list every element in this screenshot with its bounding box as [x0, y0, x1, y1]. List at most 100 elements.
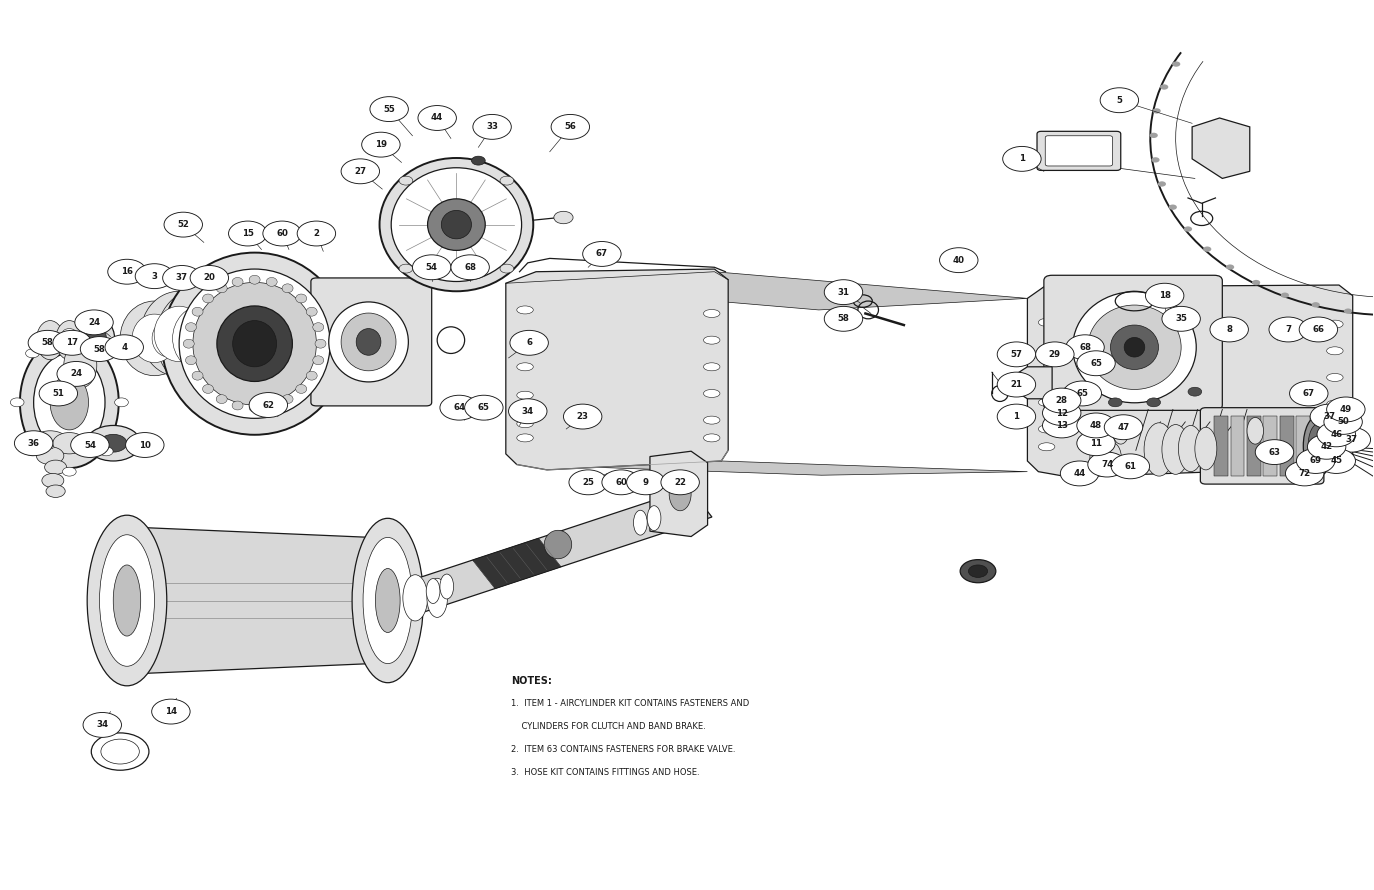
Circle shape	[1043, 413, 1081, 438]
Ellipse shape	[36, 320, 63, 360]
Polygon shape	[401, 489, 712, 612]
Circle shape	[1210, 317, 1249, 342]
Polygon shape	[517, 461, 1028, 475]
Bar	[1215, 416, 1228, 476]
Text: 66: 66	[1312, 325, 1325, 334]
Ellipse shape	[217, 306, 293, 382]
Bar	[1297, 416, 1311, 476]
Text: 19: 19	[375, 140, 387, 150]
Circle shape	[1061, 461, 1099, 486]
Ellipse shape	[19, 336, 118, 468]
Ellipse shape	[232, 320, 276, 367]
Ellipse shape	[1308, 424, 1329, 468]
Circle shape	[41, 473, 63, 488]
Circle shape	[82, 713, 121, 737]
Ellipse shape	[440, 574, 453, 599]
Ellipse shape	[1039, 425, 1055, 433]
Ellipse shape	[703, 363, 720, 371]
Circle shape	[1226, 264, 1234, 270]
Circle shape	[27, 330, 66, 355]
Text: 4: 4	[121, 343, 128, 352]
FancyBboxPatch shape	[1044, 275, 1223, 410]
Ellipse shape	[313, 356, 324, 365]
Text: 34: 34	[522, 407, 534, 416]
Ellipse shape	[427, 578, 448, 618]
Circle shape	[1109, 398, 1123, 407]
Ellipse shape	[1145, 423, 1175, 476]
Circle shape	[1325, 409, 1363, 434]
Ellipse shape	[669, 477, 691, 511]
Circle shape	[1066, 335, 1105, 360]
Ellipse shape	[703, 390, 720, 398]
Circle shape	[1270, 317, 1308, 342]
Ellipse shape	[703, 336, 720, 344]
Text: 58: 58	[838, 314, 849, 323]
Circle shape	[563, 404, 602, 429]
Text: 62: 62	[262, 400, 275, 409]
Text: 45: 45	[1330, 457, 1342, 465]
Ellipse shape	[202, 294, 213, 303]
Bar	[1264, 416, 1278, 476]
Ellipse shape	[306, 371, 317, 380]
Circle shape	[62, 328, 76, 337]
Text: 40: 40	[952, 255, 965, 264]
Circle shape	[190, 265, 228, 290]
Circle shape	[1077, 413, 1116, 438]
Ellipse shape	[392, 167, 522, 281]
Text: 61: 61	[1124, 462, 1136, 471]
Circle shape	[464, 395, 503, 420]
Ellipse shape	[1039, 345, 1055, 353]
Circle shape	[412, 255, 451, 279]
Ellipse shape	[1110, 325, 1158, 369]
Circle shape	[1256, 440, 1294, 465]
Circle shape	[1333, 427, 1370, 452]
Ellipse shape	[969, 565, 988, 578]
Text: 64: 64	[453, 403, 466, 412]
Ellipse shape	[363, 538, 412, 664]
Text: 68: 68	[1079, 343, 1091, 352]
Circle shape	[135, 263, 173, 288]
Polygon shape	[1193, 118, 1250, 178]
Circle shape	[1344, 309, 1352, 314]
Polygon shape	[506, 271, 1028, 310]
Circle shape	[14, 431, 52, 456]
Circle shape	[99, 447, 113, 456]
Text: 35: 35	[1175, 314, 1187, 323]
Ellipse shape	[162, 253, 348, 435]
Circle shape	[151, 700, 190, 724]
Ellipse shape	[703, 310, 720, 318]
Ellipse shape	[544, 530, 572, 559]
Ellipse shape	[352, 518, 423, 683]
Circle shape	[52, 433, 85, 454]
Text: 12: 12	[1055, 409, 1068, 417]
Text: 65: 65	[1090, 359, 1102, 368]
Circle shape	[99, 434, 126, 452]
Ellipse shape	[427, 198, 485, 250]
Text: 23: 23	[577, 412, 588, 421]
Text: 29: 29	[1048, 350, 1061, 359]
Ellipse shape	[1124, 337, 1145, 357]
Text: 10: 10	[139, 441, 151, 449]
Text: 20: 20	[203, 273, 216, 282]
Text: 21: 21	[1010, 380, 1022, 389]
Text: 63: 63	[1268, 448, 1281, 457]
Circle shape	[1318, 422, 1356, 447]
Circle shape	[1318, 449, 1356, 473]
Circle shape	[1146, 283, 1184, 308]
Ellipse shape	[306, 307, 317, 316]
Ellipse shape	[173, 305, 235, 372]
Circle shape	[1308, 434, 1347, 459]
Ellipse shape	[356, 328, 381, 355]
Text: 48: 48	[1090, 421, 1102, 430]
Circle shape	[1036, 342, 1074, 367]
Text: 58: 58	[41, 338, 54, 347]
Circle shape	[1151, 158, 1160, 163]
Ellipse shape	[216, 284, 227, 293]
Text: 5: 5	[1117, 96, 1123, 105]
Ellipse shape	[249, 275, 260, 284]
Ellipse shape	[1304, 416, 1334, 476]
Circle shape	[1162, 306, 1201, 331]
Text: CYLINDERS FOR CLUTCH AND BAND BRAKE.: CYLINDERS FOR CLUTCH AND BAND BRAKE.	[511, 723, 706, 732]
Circle shape	[1290, 381, 1329, 406]
Circle shape	[940, 247, 978, 272]
